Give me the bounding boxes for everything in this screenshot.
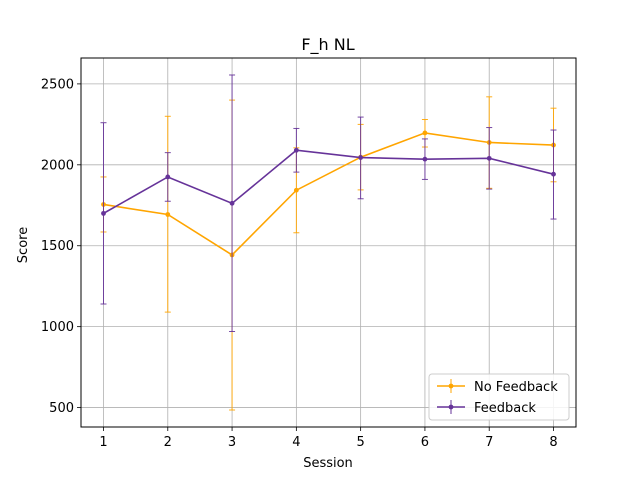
y-tick-label: 1000 (41, 320, 74, 335)
x-tick-label: 2 (164, 435, 172, 450)
y-tick-label: 1500 (41, 239, 74, 254)
y-axis-label: Score (16, 227, 31, 263)
grid-layer (81, 58, 576, 427)
line-feedback (103, 149, 554, 215)
legend-marker-no-feedback (448, 383, 454, 389)
legend: No Feedback Feedback (428, 373, 570, 421)
point-no-feedback (422, 130, 428, 136)
point-feedback (101, 210, 106, 216)
point-feedback (486, 155, 492, 161)
point-no-feedback (165, 212, 171, 217)
point-feedback (293, 147, 299, 153)
legend-entry-feedback: Feedback (437, 400, 536, 416)
x-tick-label: 3 (228, 435, 236, 450)
point-feedback (551, 171, 556, 177)
chart-title: F_h NL (301, 35, 354, 55)
x-axis-label: Session (303, 456, 353, 471)
x-tick-label: 1 (99, 435, 107, 450)
legend-entry-no-feedback: No Feedback (437, 379, 558, 395)
plot-area-frame (80, 57, 577, 428)
y-tick-label: 2500 (41, 77, 74, 92)
x-tick-label: 8 (549, 435, 557, 450)
y-tick-label: 500 (49, 401, 74, 416)
series-layer (100, 74, 557, 411)
point-feedback (229, 200, 235, 206)
legend-marker-feedback (448, 404, 454, 410)
x-tick-label: 4 (292, 435, 300, 450)
y-tick-label: 2000 (41, 158, 74, 173)
legend-label-no-feedback: No Feedback (474, 380, 558, 395)
point-feedback (358, 155, 364, 160)
tick-layer: 1 2 3 4 5 6 7 8 500 1000 1500 2000 2500 (41, 77, 558, 450)
point-feedback (165, 174, 171, 180)
x-tick-label: 7 (485, 435, 493, 450)
series-no-feedback (100, 96, 557, 411)
x-tick-label: 6 (421, 435, 429, 450)
point-feedback (422, 156, 428, 162)
legend-label-feedback: Feedback (474, 401, 536, 416)
point-no-feedback (293, 187, 299, 193)
line-no-feedback (103, 132, 554, 256)
x-tick-label: 5 (357, 435, 365, 450)
series-feedback (100, 74, 557, 332)
